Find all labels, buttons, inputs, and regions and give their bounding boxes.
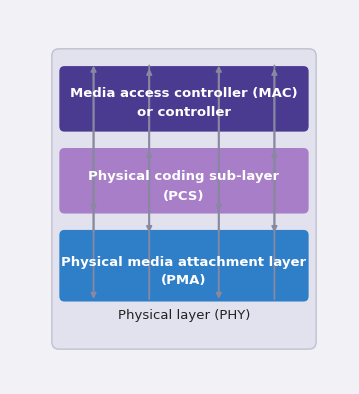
FancyBboxPatch shape [59,148,309,214]
FancyBboxPatch shape [59,66,309,132]
Text: (PCS): (PCS) [163,190,205,203]
Text: Physical layer (PHY): Physical layer (PHY) [118,309,250,322]
FancyBboxPatch shape [52,49,316,349]
FancyBboxPatch shape [59,230,309,301]
Text: (PMA): (PMA) [161,274,207,287]
Text: Physical coding sub-layer: Physical coding sub-layer [88,170,280,183]
Text: or controller: or controller [137,106,231,119]
Text: Media access controller (MAC): Media access controller (MAC) [70,87,298,100]
Text: Physical media attachment layer: Physical media attachment layer [61,256,307,269]
